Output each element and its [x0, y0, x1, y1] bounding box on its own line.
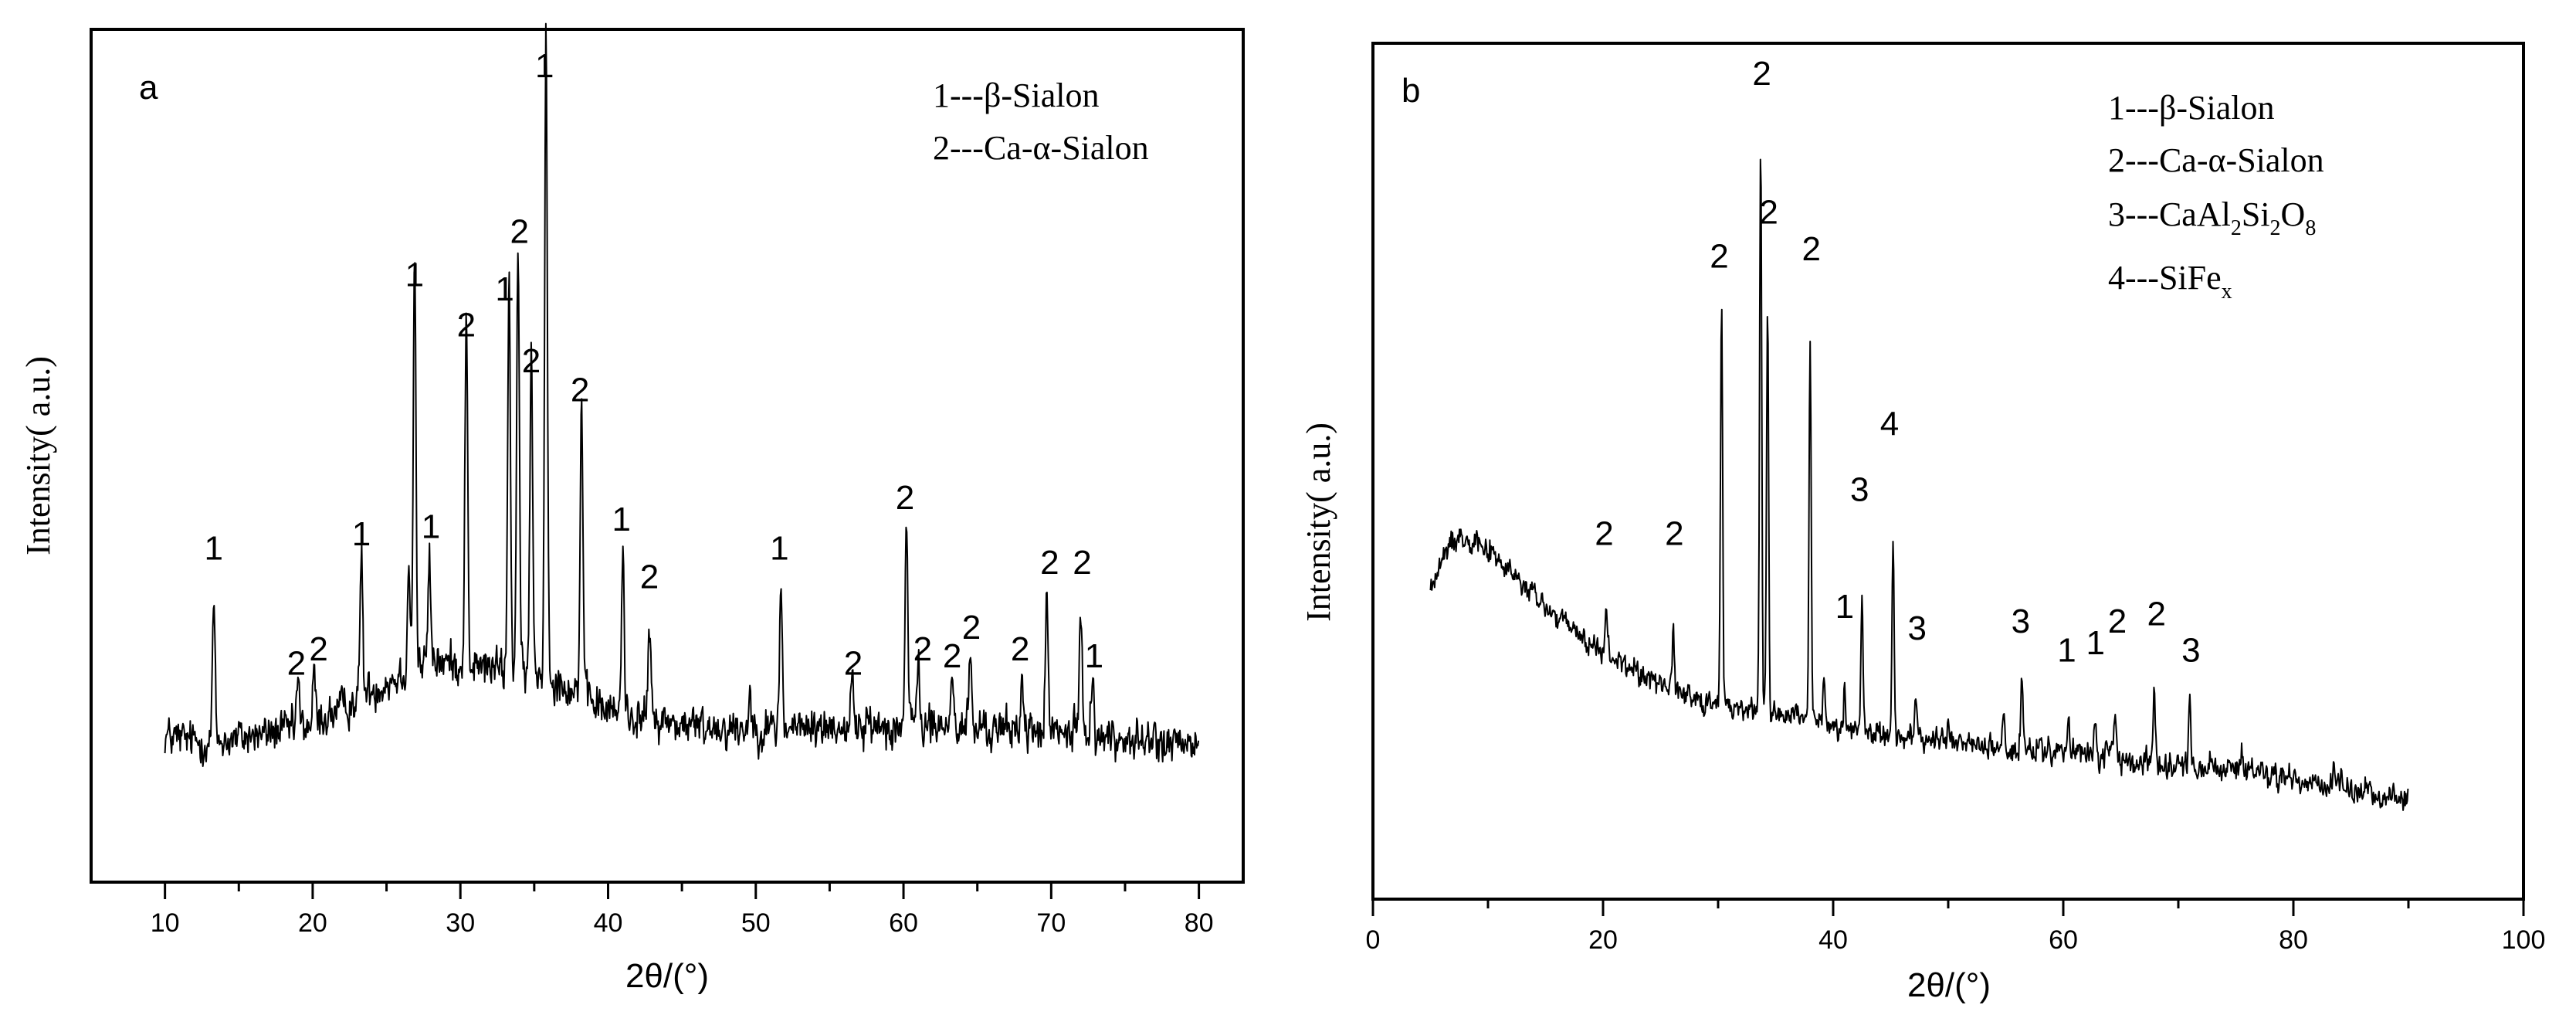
peak-label: 2 [1802, 230, 1820, 268]
legend-b-entry-4: 4---SiFex [2108, 259, 2232, 304]
peak-label: 2 [962, 609, 981, 647]
peak-label: 2 [1595, 514, 1613, 552]
peak-label: 1 [2057, 632, 2076, 670]
peak-label: 2 [287, 645, 306, 683]
panel-a-frame [90, 28, 1245, 884]
legend-b-entry-2: 2---Ca-α-Sialon [2108, 141, 2324, 179]
x-tick-label: 70 [1036, 908, 1066, 938]
peak-label: 2 [571, 371, 589, 409]
x-tick-label: 80 [2279, 925, 2308, 955]
peak-label: 2 [309, 630, 327, 668]
peak-label: 2 [1752, 55, 1771, 93]
x-tick-label: 10 [151, 908, 180, 938]
panel-b-letter: b [1402, 72, 1420, 110]
panel-b-ylabel: Intensity( a.u.) [1300, 423, 1337, 622]
peak-label: 1 [1085, 637, 1103, 675]
peak-label: 2 [896, 479, 914, 517]
peak-label: 3 [2012, 603, 2030, 640]
panel-b-legend: 1---β-Sialon 2---Ca-α-Sialon 3---CaAl2Si… [2108, 89, 2324, 304]
peak-label: 2 [1665, 514, 1683, 552]
peak-label: 2 [1040, 544, 1059, 582]
peak-label: 1 [352, 515, 371, 553]
peak-label: 3 [1850, 471, 1869, 509]
x-tick-label: 0 [1366, 925, 1381, 955]
panel-a-ticks: 10 20 30 40 50 60 70 80 [151, 882, 1214, 938]
peak-label: 1 [2086, 624, 2104, 662]
peak-label: 2 [2108, 603, 2127, 640]
peak-label: 1 [612, 501, 630, 538]
legend-b-entry-3-main: 3---CaAl [2108, 195, 2231, 233]
x-tick-label: 100 [2502, 925, 2546, 955]
peak-label: 2 [1011, 630, 1029, 668]
peak-label: 1 [535, 47, 554, 85]
panel-a-trace [164, 22, 1200, 767]
x-tick-label: 20 [1588, 925, 1618, 955]
legend-a-entry-2: 2---Ca-α-Sialon [933, 129, 1149, 167]
peak-label: 2 [510, 212, 528, 250]
peak-label: 2 [457, 307, 476, 345]
peak-label: 2 [2147, 595, 2165, 633]
panel-b: b 2θ/(°) Intensity( a.u.) 1---β-Sialon 2… [1300, 42, 2546, 1004]
legend-b-entry-4-main: 4---SiFe [2108, 259, 2222, 297]
panel-a-legend: 1---β-Sialon 2---Ca-α-Sialon [933, 76, 1149, 167]
peak-label: 2 [1710, 237, 1728, 275]
panel-b-frame [1371, 42, 2525, 901]
legend-b-entry-3-sub2: 2 [2270, 216, 2281, 240]
peak-label: 3 [2181, 632, 2200, 670]
xrd-trace-a [164, 22, 1200, 767]
legend-b-entry-3-sub3: 8 [2305, 216, 2316, 240]
legend-b-entry-4-sub: x [2222, 280, 2232, 304]
peak-label: 2 [943, 637, 961, 675]
peak-label: 1 [1835, 588, 1854, 626]
panel-a: a 2θ/(°) Intensity( a.u.) 1---β-Sialon 2… [19, 22, 1245, 995]
peak-label: 1 [205, 529, 223, 567]
x-tick-label: 20 [298, 908, 327, 938]
legend-b-entry-3: 3---CaAl2Si2O8 [2108, 195, 2316, 240]
peak-label: 2 [844, 645, 863, 683]
peak-label: 1 [405, 256, 424, 294]
panel-b-trace [1429, 158, 2409, 811]
peak-label: 2 [1759, 194, 1778, 232]
panel-a-xlabel: 2θ/(°) [625, 957, 709, 995]
peak-label: 4 [1880, 406, 1899, 443]
peak-label: 2 [1073, 544, 1091, 582]
xrd-trace-b [1429, 158, 2409, 811]
peak-label: 1 [422, 508, 440, 545]
x-tick-label: 60 [889, 908, 918, 938]
peak-label: 2 [913, 630, 932, 668]
peak-label: 2 [522, 342, 541, 380]
peak-label: 2 [640, 558, 659, 596]
x-tick-label: 60 [2049, 925, 2078, 955]
panel-a-ylabel: Intensity( a.u.) [19, 356, 57, 555]
x-tick-label: 50 [741, 908, 771, 938]
x-tick-label: 40 [594, 908, 623, 938]
peak-label: 1 [770, 529, 788, 567]
panel-a-letter: a [139, 69, 158, 107]
panel-b-xlabel: 2θ/(°) [1907, 966, 1991, 1004]
peak-label: 3 [1908, 609, 1927, 647]
legend-b-entry-3-o: O [2281, 195, 2306, 233]
x-tick-label: 30 [446, 908, 475, 938]
legend-a-entry-1: 1---β-Sialon [933, 76, 1099, 114]
x-tick-label: 40 [1818, 925, 1848, 955]
legend-b-entry-3-si: Si [2242, 195, 2270, 233]
peak-label: 1 [495, 270, 514, 308]
x-tick-label: 80 [1185, 908, 1214, 938]
legend-b-entry-1: 1---β-Sialon [2108, 89, 2274, 127]
panel-b-ticks: 0 20 40 60 80 100 [1366, 899, 2546, 955]
legend-b-entry-3-sub1: 2 [2231, 216, 2242, 240]
